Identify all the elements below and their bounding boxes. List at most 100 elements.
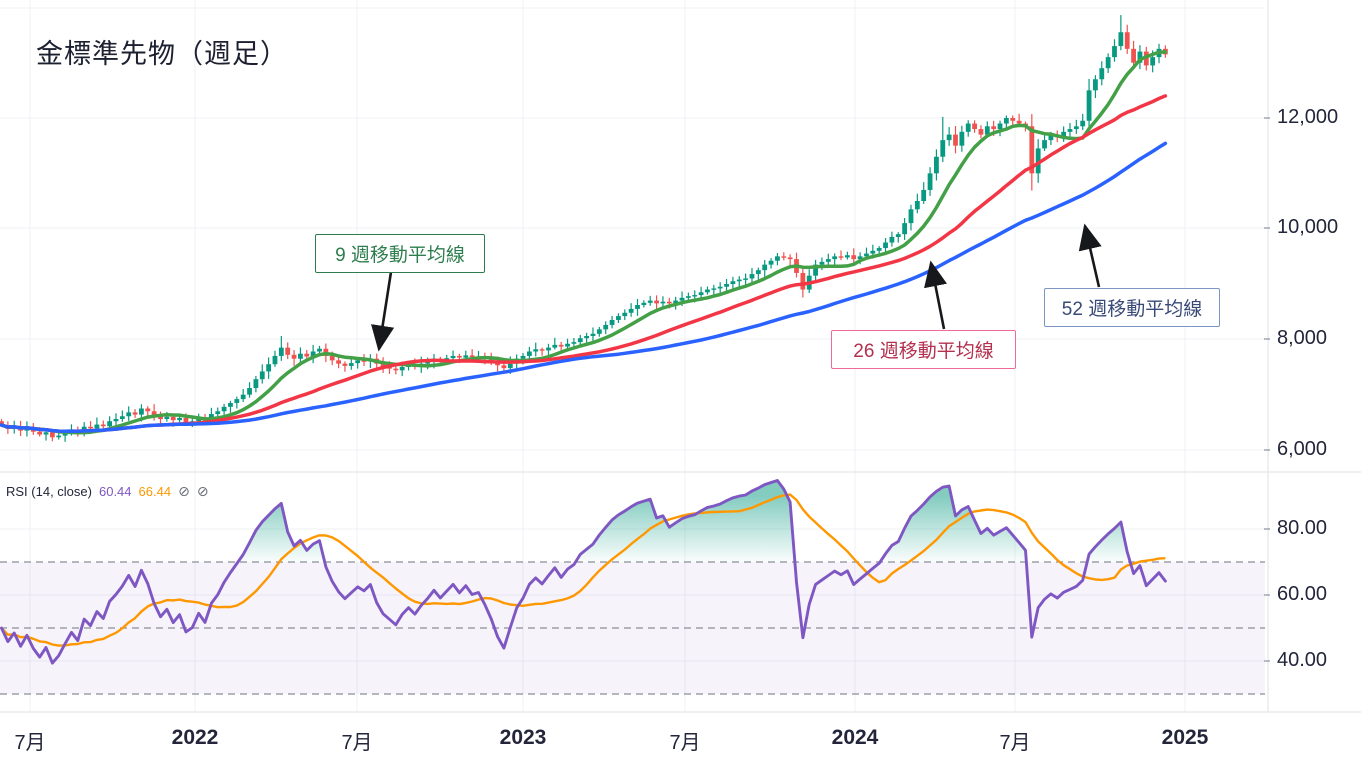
candle-body bbox=[743, 278, 749, 280]
price-axis-label: 12,000 bbox=[1277, 106, 1339, 128]
candle-body bbox=[228, 402, 233, 407]
rsi-ma-value: 66.44 bbox=[138, 484, 172, 499]
candle-body bbox=[399, 366, 405, 371]
candle-body bbox=[991, 126, 997, 130]
candle-body bbox=[126, 412, 132, 417]
candle-body bbox=[775, 256, 780, 261]
candle-body bbox=[825, 259, 831, 262]
candle-body bbox=[278, 347, 284, 356]
ma-line-9 bbox=[0, 50, 1168, 435]
candle-body bbox=[43, 432, 49, 435]
candle-body bbox=[883, 242, 888, 249]
candle-body bbox=[387, 366, 392, 369]
candle-body bbox=[914, 200, 920, 210]
candle-body bbox=[666, 301, 672, 304]
candle-body bbox=[221, 406, 227, 412]
candle-body bbox=[864, 253, 869, 257]
rsi-indicator-label: RSI (14, close) bbox=[6, 484, 92, 499]
candle-body bbox=[584, 336, 590, 339]
rsi-axis-label: 60.00 bbox=[1277, 583, 1328, 605]
candle-body bbox=[571, 342, 577, 344]
candle-body bbox=[641, 302, 647, 306]
candle-body bbox=[1029, 126, 1035, 174]
candle-body bbox=[546, 347, 551, 351]
rsi-disabled-icon-1[interactable]: ⊘ bbox=[178, 483, 190, 499]
candle-body bbox=[908, 209, 914, 224]
candle-body bbox=[603, 324, 609, 330]
annotation-ma9-box[interactable]: 9 週移動平均線 bbox=[315, 234, 485, 273]
candle-body bbox=[895, 234, 901, 237]
candle-body bbox=[56, 435, 62, 438]
candle-body bbox=[558, 344, 564, 347]
annotation-ma52-box[interactable]: 52 週移動平均線 bbox=[1044, 288, 1220, 327]
candle-body bbox=[698, 292, 704, 296]
candle-body bbox=[749, 274, 755, 279]
candle-body bbox=[1124, 32, 1130, 49]
price-axis-label: 8,000 bbox=[1277, 327, 1328, 349]
candle-body bbox=[208, 414, 214, 420]
candle-body bbox=[921, 189, 927, 201]
annotation-ma26-arrow bbox=[924, 260, 948, 330]
candle-body bbox=[1003, 118, 1009, 124]
annotation-ma52-label: 52 週移動平均線 bbox=[1061, 299, 1203, 320]
candle-body bbox=[539, 349, 545, 351]
candle-body bbox=[253, 379, 259, 389]
candle-body bbox=[889, 236, 895, 243]
time-axis-label: 2025 bbox=[1161, 726, 1209, 749]
candle-body bbox=[113, 419, 119, 422]
candle-body bbox=[1105, 57, 1111, 69]
time-axis-label: 2023 bbox=[499, 726, 547, 749]
candle-body bbox=[393, 368, 399, 371]
candle-body bbox=[139, 408, 144, 415]
time-axis-label: 2022 bbox=[171, 726, 219, 749]
candle-body bbox=[526, 351, 532, 356]
candle-body bbox=[781, 256, 787, 258]
candle-body bbox=[1118, 32, 1124, 47]
candle-body bbox=[1131, 48, 1136, 63]
candle-body bbox=[100, 424, 106, 427]
candle-body bbox=[533, 349, 539, 352]
candle-body bbox=[844, 255, 850, 258]
candle-body bbox=[145, 408, 151, 412]
candle-body bbox=[1137, 51, 1143, 63]
candle-body bbox=[965, 123, 971, 132]
candle-body bbox=[622, 312, 628, 317]
candle-body bbox=[1016, 120, 1022, 124]
candle-body bbox=[762, 264, 768, 271]
candle-body bbox=[1067, 129, 1073, 132]
candle-body bbox=[88, 426, 93, 429]
time-axis-label: 7月 bbox=[999, 732, 1031, 754]
candle-body bbox=[457, 355, 462, 358]
price-axis-label: 6,000 bbox=[1277, 438, 1328, 460]
candle-body bbox=[946, 134, 952, 141]
rsi-line bbox=[0, 479, 1167, 665]
candle-body bbox=[355, 360, 361, 364]
candle-body bbox=[151, 411, 157, 416]
candle-body bbox=[450, 355, 456, 359]
candle-body bbox=[984, 126, 990, 135]
candle-body bbox=[310, 351, 316, 357]
candle-body bbox=[266, 364, 272, 372]
candle-body bbox=[1010, 118, 1016, 121]
rsi-disabled-icon-2[interactable]: ⊘ bbox=[196, 483, 209, 499]
candle-body bbox=[660, 301, 666, 304]
candle-body bbox=[425, 361, 431, 364]
candle-body bbox=[342, 363, 348, 366]
candle-body bbox=[247, 388, 252, 395]
candle-body bbox=[1035, 148, 1041, 174]
candle-body bbox=[107, 421, 113, 427]
candle-body bbox=[507, 363, 513, 369]
candle-body bbox=[647, 300, 653, 303]
candle-body bbox=[940, 140, 946, 157]
candle-body bbox=[1061, 131, 1067, 138]
candle-body bbox=[927, 173, 933, 190]
annotation-ma26-box[interactable]: 26 週移動平均線 bbox=[831, 330, 1016, 369]
candle-body bbox=[183, 417, 189, 423]
candle-body bbox=[736, 279, 742, 282]
candle-body bbox=[953, 134, 958, 146]
candle-body bbox=[469, 355, 475, 358]
candle-body bbox=[62, 432, 68, 436]
candle-body bbox=[170, 416, 176, 421]
rsi-value: 60.44 bbox=[98, 484, 132, 499]
